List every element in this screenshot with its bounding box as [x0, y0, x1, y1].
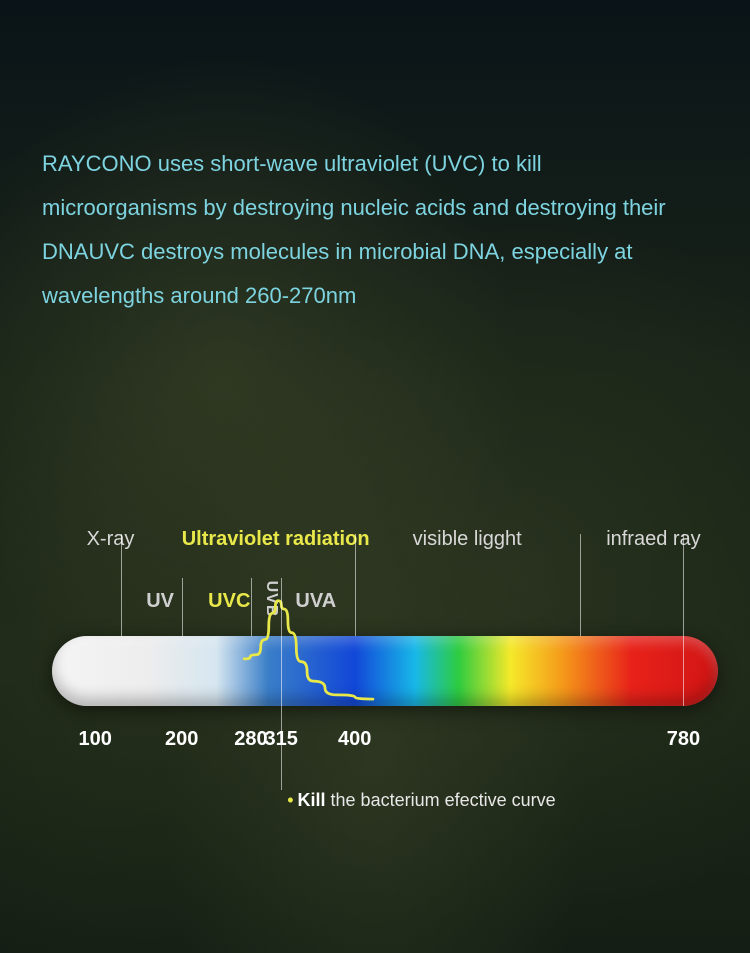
bullet-icon: • [287, 790, 293, 810]
curve-caption: •Kill the bacterium efective curve [287, 790, 555, 811]
wavelength-tick: 400 [338, 728, 371, 751]
band-labels-row: UVUVCUVBUVA [0, 590, 750, 620]
divider-line [121, 534, 122, 636]
spectrum-bar [52, 636, 718, 706]
band-label: UVC [208, 590, 250, 613]
band-label: UVA [295, 590, 336, 613]
wavelength-tick: 280 [234, 728, 267, 751]
region-label: Ultraviolet radiation [182, 528, 370, 551]
band-label: UV [146, 590, 174, 613]
divider-line [580, 534, 581, 636]
wavelength-tick: 100 [79, 728, 112, 751]
spectrum-chart: X-ray Ultraviolet radiation visible ligght… [0, 528, 750, 908]
divider-line [251, 578, 252, 636]
description-text: RAYCONO uses short-wave ultraviolet (UVC… [42, 142, 690, 318]
tick-labels-row: 100200280315400780 [0, 728, 750, 758]
wavelength-tick: 200 [165, 728, 198, 751]
region-label: visible ligght [413, 528, 522, 551]
band-label: UVB [262, 581, 280, 618]
divider-line [182, 578, 183, 636]
divider-line [281, 578, 282, 790]
region-label: X-ray [87, 528, 135, 551]
region-label: infraed ray [606, 528, 701, 551]
divider-line [683, 534, 684, 706]
divider-line [355, 534, 356, 636]
top-labels-row: X-ray Ultraviolet radiation visible ligght… [0, 528, 750, 558]
wavelength-tick: 780 [667, 728, 700, 751]
